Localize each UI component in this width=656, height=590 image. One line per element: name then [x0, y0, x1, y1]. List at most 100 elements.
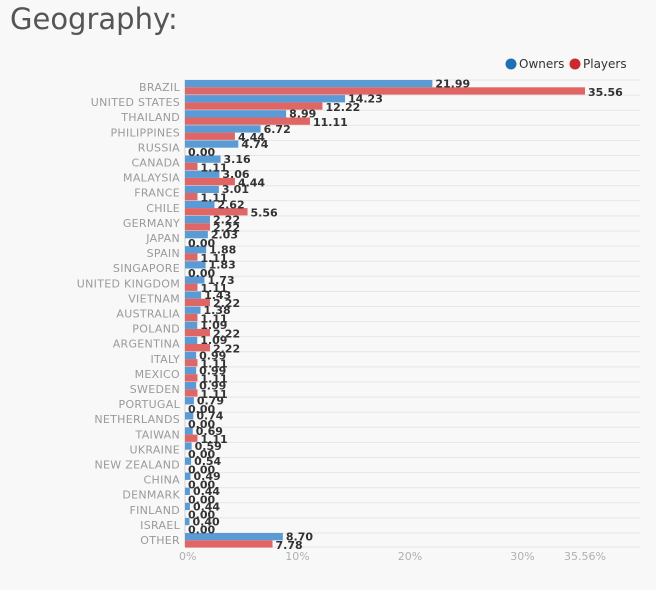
owners-value-label: 3.16: [224, 153, 251, 166]
owners-bar[interactable]: [185, 170, 220, 178]
players-value-label: 1.11: [200, 388, 227, 401]
owners-bar[interactable]: [185, 246, 207, 254]
players-bar[interactable]: [185, 374, 198, 382]
owners-bar[interactable]: [185, 472, 191, 480]
players-value-label: 0.00: [188, 418, 215, 431]
category-label: ARGENTINA: [113, 338, 180, 351]
owners-bar[interactable]: [185, 200, 215, 209]
owners-bar[interactable]: [185, 397, 194, 405]
owners-value-label: 1.73: [207, 274, 234, 287]
owners-bar[interactable]: [185, 517, 190, 526]
owners-bar[interactable]: [185, 442, 192, 450]
owners-bar[interactable]: [185, 351, 197, 360]
players-bar[interactable]: [185, 434, 198, 442]
category-label: ITALY: [150, 353, 180, 366]
owners-bar[interactable]: [185, 276, 205, 284]
players-value-label: 0.00: [188, 237, 215, 250]
category-label: NETHERLANDS: [94, 413, 180, 426]
owners-value-label: 6.72: [264, 123, 291, 136]
category-label: GERMANY: [123, 217, 180, 230]
x-tick-label: 10%: [285, 550, 309, 563]
owners-bar[interactable]: [185, 366, 197, 375]
owners-bar[interactable]: [185, 457, 192, 465]
x-axis: 0% 10% 20% 30% 35.56%: [179, 550, 606, 563]
owners-bar[interactable]: [185, 140, 239, 148]
players-value-label: 1.11: [200, 161, 227, 174]
owners-value-label: 3.01: [222, 183, 249, 196]
owners-value-label: 0.49: [194, 470, 221, 483]
players-value-label: 2.22: [213, 222, 240, 235]
players-value-label: 1.11: [200, 358, 227, 371]
owners-value-label: 0.54: [194, 455, 221, 468]
players-value-label: 4.44: [238, 176, 265, 189]
players-bar[interactable]: [185, 87, 585, 95]
owners-legend-label[interactable]: Owners: [519, 57, 564, 71]
players-bar[interactable]: [185, 193, 198, 201]
owners-value-label: 1.43: [204, 289, 231, 302]
players-legend-label[interactable]: Players: [583, 57, 627, 71]
players-bar[interactable]: [185, 344, 210, 352]
players-bar[interactable]: [185, 102, 323, 110]
owners-bar[interactable]: [185, 533, 283, 541]
category-label: THAILAND: [120, 111, 180, 124]
players-bar[interactable]: [185, 132, 235, 140]
owners-value-label: 0.99: [199, 364, 226, 377]
players-bar[interactable]: [185, 117, 310, 125]
owners-value-label: 8.70: [286, 531, 313, 544]
owners-value-label: 14.23: [348, 93, 383, 106]
owners-bar[interactable]: [185, 487, 190, 495]
players-bar[interactable]: [185, 298, 210, 306]
legend[interactable]: Owners Players: [505, 57, 627, 71]
owners-value-label: 21.99: [435, 78, 470, 91]
category-label: AUSTRALIA: [116, 308, 180, 321]
owners-value-label: 4.74: [241, 138, 268, 151]
owners-value-label: 1.88: [209, 244, 236, 257]
players-bar[interactable]: [185, 389, 198, 397]
owners-bar[interactable]: [185, 412, 194, 420]
owners-bar[interactable]: [185, 261, 206, 269]
owners-bar[interactable]: [185, 502, 190, 511]
category-label: SWEDEN: [130, 383, 180, 396]
category-label: SPAIN: [147, 247, 180, 260]
category-label: FINLAND: [129, 504, 180, 517]
players-bar[interactable]: [185, 283, 198, 291]
players-bar[interactable]: [185, 177, 235, 186]
owners-bar[interactable]: [185, 155, 221, 163]
owners-bar[interactable]: [185, 231, 208, 239]
owners-bar[interactable]: [185, 321, 198, 329]
owners-bar[interactable]: [185, 80, 433, 88]
players-bar[interactable]: [185, 253, 198, 261]
owners-bar[interactable]: [185, 215, 210, 224]
players-legend-dot[interactable]: [569, 58, 581, 70]
owners-bar[interactable]: [185, 306, 201, 314]
players-bar[interactable]: [185, 328, 210, 337]
owners-bar[interactable]: [185, 110, 287, 118]
players-value-label: 7.78: [276, 539, 303, 552]
players-bar[interactable]: [185, 540, 273, 548]
owners-bar[interactable]: [185, 382, 197, 390]
owners-bar[interactable]: [185, 95, 346, 103]
players-value-label: 5.56: [251, 207, 278, 220]
page-title: Geography:: [10, 2, 178, 36]
owners-value-label: 0.69: [196, 425, 223, 438]
players-value-label: 2.22: [213, 343, 240, 356]
owners-legend-dot[interactable]: [505, 58, 517, 70]
players-bar[interactable]: [185, 223, 210, 231]
owners-bar[interactable]: [185, 185, 219, 193]
x-tick-label: 20%: [398, 550, 422, 563]
owners-value-label: 0.40: [192, 515, 219, 528]
players-bar[interactable]: [185, 359, 198, 367]
players-value-label: 0.00: [188, 146, 215, 159]
players-bar[interactable]: [185, 313, 198, 322]
players-value-label: 1.11: [200, 282, 227, 295]
players-value-label: 1.11: [200, 312, 227, 325]
owners-bar[interactable]: [185, 291, 202, 299]
owners-bar[interactable]: [185, 427, 193, 435]
category-label: POLAND: [132, 323, 180, 336]
players-bar[interactable]: [185, 162, 198, 171]
players-value-label: 0.00: [188, 463, 215, 476]
players-bar[interactable]: [185, 208, 248, 216]
owners-bar[interactable]: [185, 125, 261, 133]
category-label: UNITED KINGDOM: [77, 277, 180, 290]
owners-bar[interactable]: [185, 336, 198, 344]
